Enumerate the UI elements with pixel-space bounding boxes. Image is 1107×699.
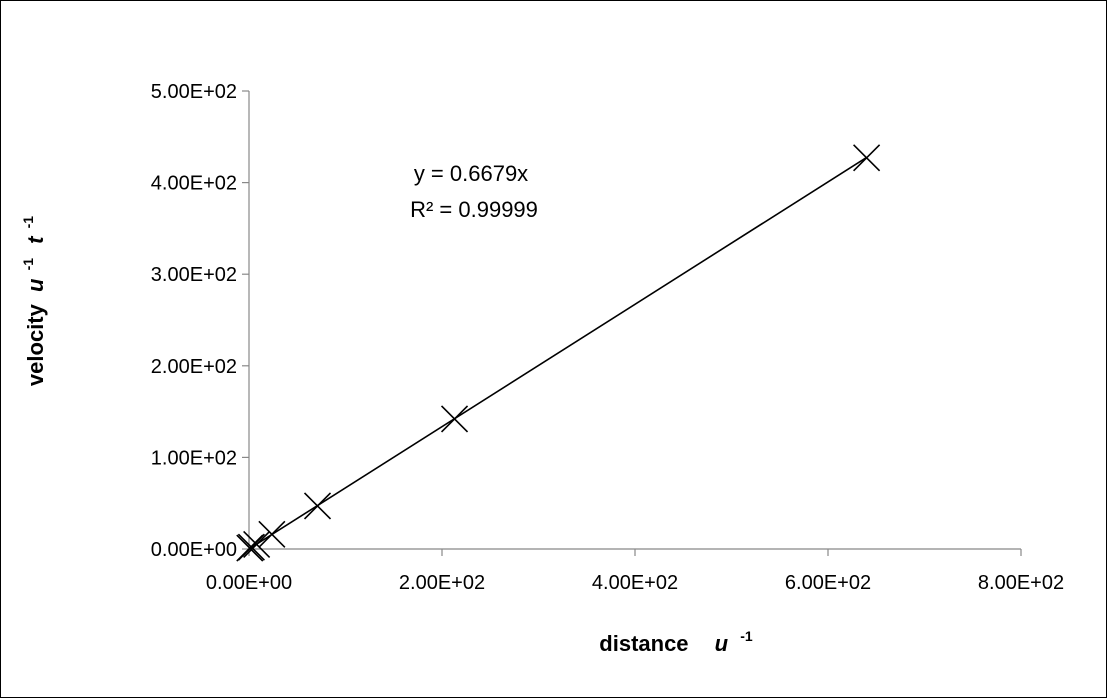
y-axis-title-unit2-exponent: -1 [20, 216, 36, 229]
data-point-stroke [303, 492, 332, 520]
y-axis-title-unit1-exponent: -1 [20, 258, 36, 271]
x-tick-label: 8.00E+02 [978, 572, 1064, 594]
data-point-marker [243, 530, 271, 558]
data-point-marker [853, 144, 881, 172]
trend-layer [248, 156, 868, 550]
axes-layer [248, 91, 1021, 550]
y-tick-label: 0.00E+00 [151, 539, 237, 561]
y-tick-label: 3.00E+02 [151, 264, 237, 286]
y-ticks-layer: 0.00E+00 1.00E+02 2.00E+02 3.00E+02 4.00E+02… [151, 81, 249, 561]
x-axis-title: distance u -1 [599, 628, 753, 656]
y-axis-title-unit2: t [23, 235, 48, 244]
points-layer [236, 144, 881, 562]
y-tick-label: 1.00E+02 [151, 447, 237, 469]
data-point-stroke [440, 405, 469, 433]
x-axis-title-unit: u [715, 631, 729, 656]
data-point-marker [440, 405, 469, 433]
y-axis-title-unit1: u [23, 278, 48, 292]
y-tick-label: 4.00E+02 [151, 173, 237, 195]
x-tick-label: 0.00E+00 [206, 572, 292, 594]
data-point-marker [303, 492, 332, 520]
x-tick-label: 4.00E+02 [592, 572, 678, 594]
data-point-stroke [258, 520, 286, 548]
trendline-equation: y = 0.6679x [414, 161, 528, 186]
data-point-stroke [237, 533, 265, 561]
y-tick-label: 5.00E+02 [151, 81, 237, 103]
x-tick-label: 2.00E+02 [399, 572, 485, 594]
y-tick-label: 2.00E+02 [151, 356, 237, 378]
data-point-stroke [853, 144, 881, 172]
trendline-r-squared: R² = 0.99999 [410, 197, 538, 222]
data-point-marker [258, 520, 286, 548]
x-axis-title-main: distance [599, 631, 688, 656]
y-axis-title-main: velocity [23, 303, 48, 386]
trendline [248, 156, 868, 550]
y-axis-title: velocity u -1 t -1 [13, 216, 48, 386]
data-point-stroke [243, 530, 271, 558]
x-axis-title-unit-exponent: -1 [740, 628, 753, 644]
data-point-marker [237, 533, 265, 561]
x-ticks-layer: 0.00E+00 2.00E+02 4.00E+02 6.00E+02 8.00E+02 [206, 549, 1064, 594]
x-tick-label: 6.00E+02 [785, 572, 871, 594]
